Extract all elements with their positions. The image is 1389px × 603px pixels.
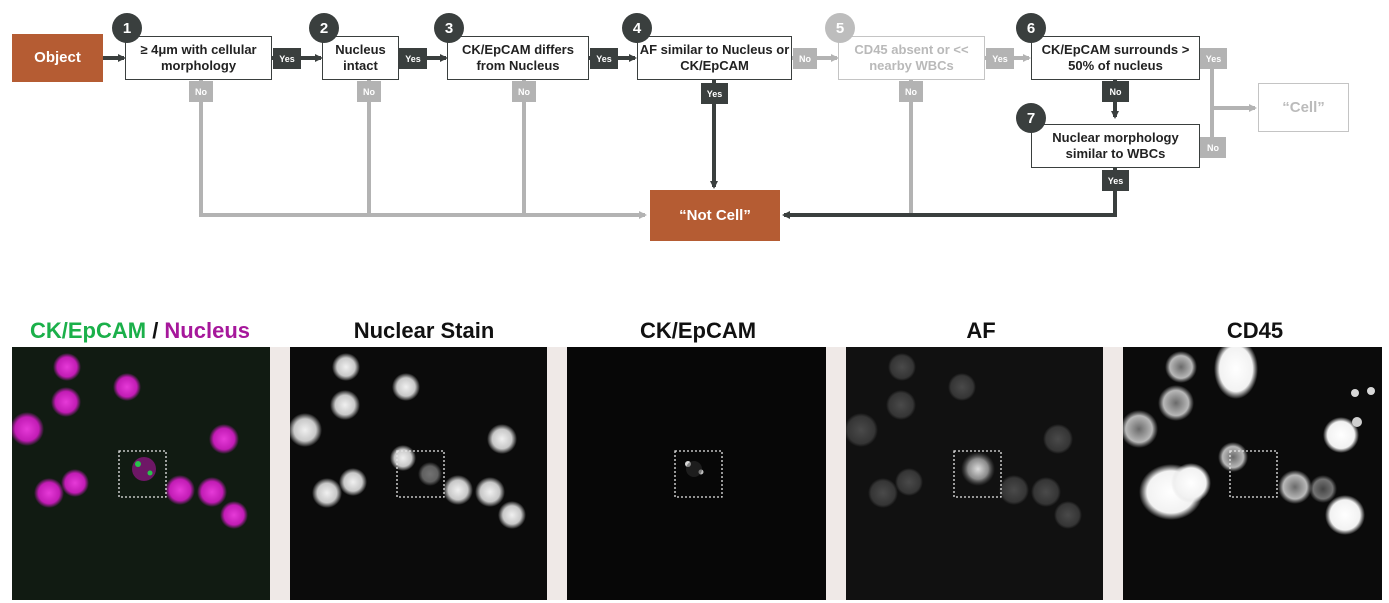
panel-title-ck-epcam: CK/EpCAM (639, 318, 757, 343)
panel-title-cd45: CD45 (1226, 318, 1284, 343)
step-3-number-badge: 3 (434, 13, 464, 43)
region-of-interest-box (118, 450, 167, 498)
outcome-cell-box: “Cell” (1258, 83, 1349, 132)
step-3-box: CK/EpCAM differs from Nucleus (447, 36, 589, 80)
step-2-box: Nucleus intact (322, 36, 399, 80)
merge-title-separator: / (146, 318, 165, 343)
step-7-number-badge: 7 (1016, 103, 1046, 133)
panel-title-nuclear-stain: Nuclear Stain (353, 318, 495, 343)
merge-image (12, 353, 248, 529)
panel-title-af: AF (966, 318, 996, 343)
start-object-box: Object (12, 34, 103, 82)
step-5-no-tag: No (899, 81, 923, 102)
region-of-interest-box (953, 450, 1002, 498)
region-of-interest-box (1229, 450, 1278, 498)
step-5-yes-tag: Yes (986, 48, 1014, 69)
panel-gutter (826, 347, 846, 600)
af-bright-cell (961, 452, 995, 486)
af-nuclei (846, 353, 1082, 529)
cd45-image (1123, 347, 1375, 535)
image-merge-panel (12, 347, 270, 600)
image-af-panel (846, 347, 1103, 600)
panel-title-merge: CK/EpCAM / Nucleus (10, 318, 270, 344)
merge-title-green: CK/EpCAM (29, 318, 147, 343)
outcome-not-cell-box: “Not Cell” (650, 190, 780, 241)
step-4-yes-tag: Yes (701, 83, 728, 104)
image-cd45-panel (1123, 347, 1382, 600)
image-ck-epcam-panel (567, 347, 826, 600)
image-nuclear-stain-panel (290, 347, 547, 600)
step-1-yes-tag: Yes (273, 48, 301, 69)
nuclear-stain-nuclei (290, 353, 526, 529)
step-3-yes-tag: Yes (590, 48, 618, 69)
step-4-no-tag: No (793, 48, 817, 69)
step-6-number-badge: 6 (1016, 13, 1046, 43)
merge-ck-dot (147, 470, 153, 476)
region-of-interest-box (674, 450, 723, 498)
step-5-box: CD45 absent or << nearby WBCs (838, 36, 985, 80)
step-2-number-badge: 2 (309, 13, 339, 43)
step-1-number-badge: 1 (112, 13, 142, 43)
step-4-box: AF similar to Nucleus or CK/EpCAM (637, 36, 792, 80)
merge-title-magenta: Nucleus (164, 318, 251, 343)
step-2-yes-tag: Yes (399, 48, 427, 69)
arrow-no-bus (199, 78, 647, 219)
step-2-no-tag: No (357, 81, 381, 102)
af-image (846, 353, 1082, 529)
step-7-yes-tag: Yes (1102, 170, 1129, 191)
merge-ck-dot (135, 461, 141, 467)
cd45-wbcs (1123, 347, 1375, 535)
step-6-yes-tag: Yes (1200, 48, 1227, 69)
panel-gutter (1103, 347, 1123, 600)
ck-epcam-image (674, 450, 723, 498)
step-6-no-tag: No (1102, 81, 1129, 102)
step-1-box: ≥ 4μm with cellular morphology (125, 36, 272, 80)
step-1-no-tag: No (189, 81, 213, 102)
step-5-number-badge: 5 (825, 13, 855, 43)
step-3-no-tag: No (512, 81, 536, 102)
arrow-step7-yes (782, 168, 1117, 219)
step-4-number-badge: 4 (622, 13, 652, 43)
region-of-interest-box (396, 450, 445, 498)
panel-gutter (547, 347, 567, 600)
nuclear-stain-image (290, 353, 526, 529)
merge-nuclei (12, 353, 248, 529)
step-6-box: CK/EpCAM surrounds > 50% of nucleus (1031, 36, 1200, 80)
step-7-box: Nuclear morphology similar to WBCs (1031, 124, 1200, 168)
ck-epcam-signal (686, 461, 702, 477)
step-7-no-tag: No (1200, 137, 1226, 158)
panel-gutter (270, 347, 290, 600)
